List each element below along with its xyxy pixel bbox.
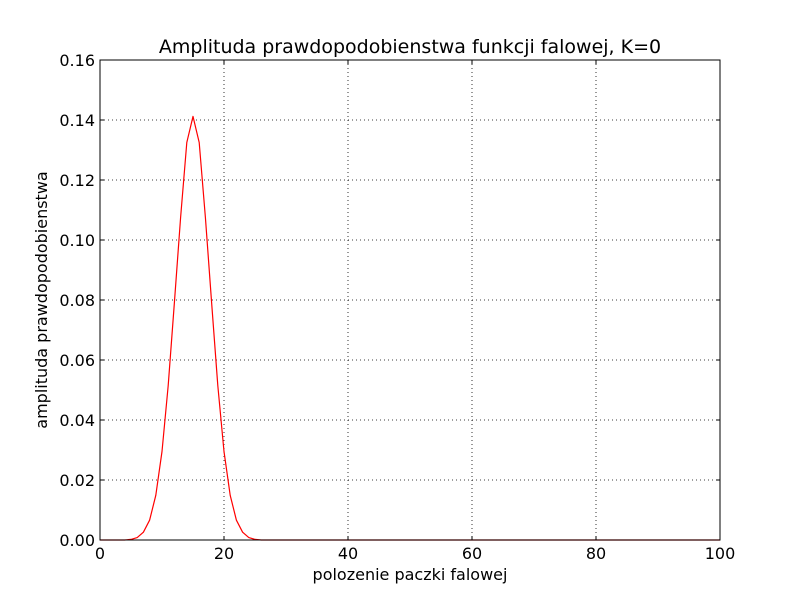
x-tick-label: 0 [95,544,105,563]
ticks: 0 20 40 60 80 100 0.00 0.02 0.04 0.06 0.08 0.10 0.12… [59,51,735,563]
y-axis-label: amplituda prawdopodobienstwa [32,171,51,428]
y-tick-label: 0.02 [59,471,95,490]
x-tick-label: 100 [705,544,736,563]
y-tick-label: 0.16 [59,51,95,70]
x-tick-label: 80 [586,544,606,563]
chart-title: Amplituda prawdopodobienstwa funkcji fal… [159,36,661,58]
x-tick-label: 60 [462,544,482,563]
x-tick-label: 40 [338,544,358,563]
y-tick-label: 0.10 [59,231,95,250]
y-tick-label: 0.06 [59,351,95,370]
y-tick-label: 0.08 [59,291,95,310]
y-tick-label: 0.04 [59,411,95,430]
x-tick-label: 20 [214,544,234,563]
y-tick-label: 0.12 [59,171,95,190]
x-axis-label: polozenie paczki falowej [313,565,508,584]
y-tick-label: 0.00 [59,531,95,550]
y-tick-label: 0.14 [59,111,95,130]
